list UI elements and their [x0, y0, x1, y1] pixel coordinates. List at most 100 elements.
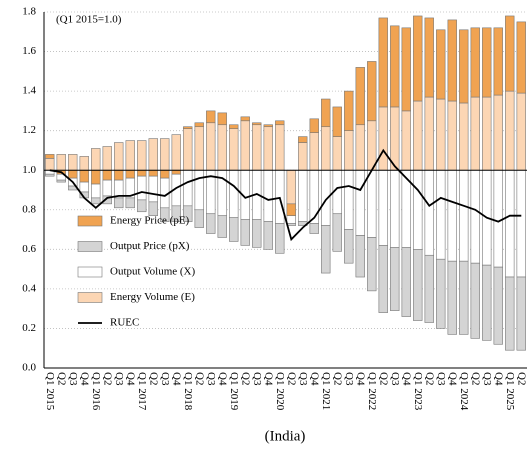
bar-segment	[79, 181, 89, 193]
y-tick-label: 0.8	[22, 203, 36, 215]
x-tick-label: Q4	[171, 372, 183, 386]
y-tick-label: 1.6	[22, 45, 36, 57]
x-tick-label: Q2	[240, 372, 252, 385]
bar-segment	[482, 27, 492, 98]
x-tick-label: Q3	[481, 372, 493, 386]
y-tick-label: 1.4	[22, 85, 36, 97]
bar-segment	[298, 169, 308, 222]
x-tick-label: Q2	[148, 372, 160, 385]
line-series	[49, 148, 522, 242]
legend-label: Energy Volume (E)	[110, 291, 195, 303]
bar-segment	[183, 126, 193, 129]
bar-segment	[401, 247, 411, 317]
bar-segment	[286, 215, 296, 224]
bar-segment	[286, 169, 296, 205]
bar-segment	[137, 140, 147, 171]
bar-segment	[355, 124, 365, 171]
bar-segment	[68, 169, 78, 179]
bar-segment	[148, 175, 158, 203]
bar-segment	[194, 169, 204, 211]
legend-label: Energy Price (pE)	[110, 215, 190, 227]
x-tick-label: Q2	[470, 372, 482, 385]
y-tick-label: 1.0	[22, 164, 36, 176]
bar-segment	[56, 179, 66, 183]
bar-segment	[482, 264, 492, 341]
bar-segment	[275, 223, 285, 254]
x-tick-label: Q2	[102, 372, 114, 385]
x-tick-label: Q1 2021	[320, 372, 332, 410]
bar-segment	[459, 260, 469, 335]
bar-segment	[309, 223, 319, 234]
bar-segment	[229, 124, 239, 129]
bar-segment	[493, 169, 503, 268]
x-tick-label: Q1 2022	[366, 372, 378, 410]
bar-segment	[505, 90, 515, 171]
x-tick-label: Q4	[217, 372, 229, 386]
bar-segment	[263, 169, 273, 222]
bar-segment	[355, 235, 365, 278]
x-tick-label: Q3	[159, 372, 171, 386]
x-tick-label: Q2	[378, 372, 390, 385]
y-tick-label: 0.0	[22, 362, 36, 374]
bar-segment	[332, 213, 342, 252]
bar-segment	[367, 169, 377, 238]
bar-segment	[114, 169, 124, 181]
x-tick-label: Q1 2016	[90, 372, 102, 411]
bar-segment	[91, 148, 101, 171]
legend-label: Output Price (pX)	[110, 240, 190, 252]
bar-segment	[137, 169, 147, 177]
bar-segment	[516, 169, 526, 278]
bar-segment	[436, 169, 446, 260]
y-tick-label: 1.2	[22, 124, 36, 136]
bar-segment	[240, 120, 250, 171]
bar-segment	[171, 169, 181, 175]
bar-segment	[390, 247, 400, 311]
bar-segment	[355, 169, 365, 236]
legend-swatch	[77, 292, 103, 303]
annotation: (Q1 2015=1.0)	[56, 14, 122, 26]
bar-segment	[493, 94, 503, 171]
legend-swatch	[77, 215, 103, 227]
bar-segment	[516, 276, 526, 351]
bar-segment	[470, 169, 480, 264]
bar-segment	[286, 203, 296, 217]
x-tick-label: Q3	[389, 372, 401, 386]
bar-segment	[45, 154, 55, 159]
bar-segment	[390, 25, 400, 108]
y-tick-label: 0.4	[22, 282, 36, 294]
x-tick-label: Q1 2019	[228, 372, 240, 411]
x-tick-label: Q4	[79, 372, 91, 386]
bar-segment	[171, 134, 181, 171]
bar-segment	[378, 169, 388, 246]
bar-segment	[252, 219, 262, 248]
bar-segment	[217, 112, 227, 126]
bar-segment	[424, 254, 434, 323]
bar-segment	[332, 106, 342, 137]
x-tick-label: Q1 2020	[274, 372, 286, 411]
bar-segment	[321, 126, 331, 171]
bar-segment	[309, 118, 319, 133]
bar-segment	[413, 15, 423, 102]
bar-segment	[298, 142, 308, 171]
bar-segment	[470, 96, 480, 171]
x-tick-label: Q3	[205, 372, 217, 386]
x-tick-label: Q2	[194, 372, 206, 385]
bar-segment	[309, 132, 319, 171]
bar-segment	[91, 183, 101, 199]
bar-segment	[424, 169, 434, 256]
bar-segment	[459, 102, 469, 171]
bar-segment	[413, 100, 423, 171]
bar-segment	[367, 61, 377, 122]
y-tick-label: 0.6	[22, 243, 36, 255]
bar-segment	[160, 169, 170, 179]
bar-segment	[102, 146, 112, 171]
bar-segment	[160, 207, 170, 222]
bar-segment	[436, 258, 446, 329]
bar-segment	[206, 110, 216, 124]
bar-segment	[367, 120, 377, 171]
x-tick-label: Q2	[332, 372, 344, 385]
bar-segment	[125, 169, 135, 179]
x-tick-label: Q1 2015	[44, 372, 56, 411]
bar-segment	[91, 169, 101, 185]
x-tick-label: Q2	[286, 372, 298, 385]
